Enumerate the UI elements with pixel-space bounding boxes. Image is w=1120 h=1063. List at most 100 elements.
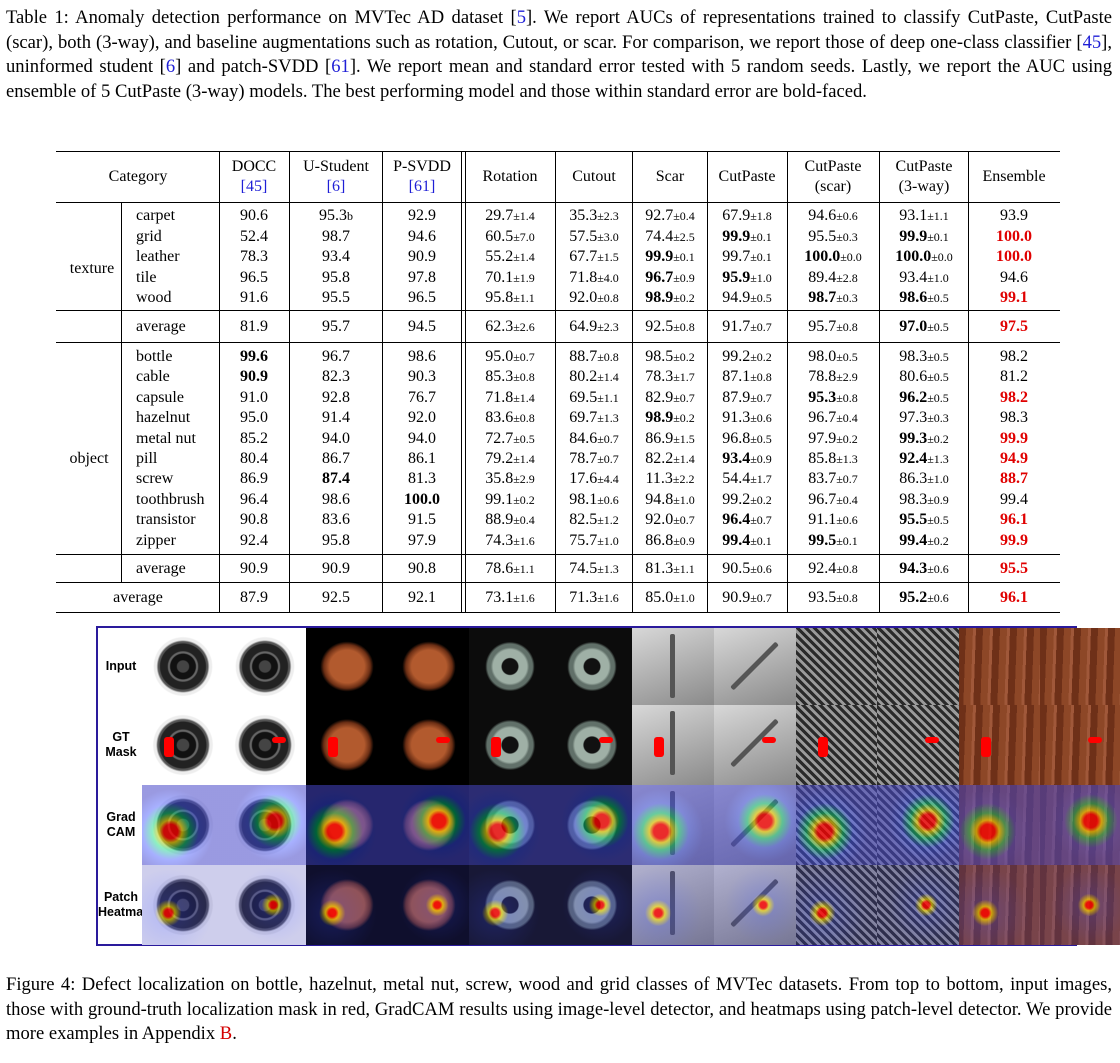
table-cell: 94.3±0.6 — [899, 560, 949, 577]
table-cell: 98.3±0.5 — [899, 348, 949, 365]
table-cell: 98.9±0.2 — [645, 409, 695, 426]
table-cell: 99.3±0.2 — [899, 430, 949, 447]
gradcam-overlay — [550, 785, 633, 865]
table-cell: 98.2 — [1000, 348, 1028, 365]
table-cell: 99.1 — [1000, 289, 1028, 306]
table-cell: 69.7±1.3 — [569, 409, 619, 426]
figure-tile-bottle — [142, 705, 224, 785]
table-cell: 90.5±0.6 — [722, 560, 772, 577]
gt-mask — [980, 737, 991, 757]
table-cell: 90.8 — [240, 511, 268, 528]
table-cell: 86.9 — [240, 470, 268, 487]
table-cell: 85.8±1.3 — [808, 450, 858, 467]
table-cell: 97.3±0.3 — [899, 409, 949, 426]
row-category: average — [113, 589, 163, 606]
appendix-link[interactable]: B — [219, 1023, 233, 1044]
gradcam-overlay — [714, 785, 796, 865]
table-cell: 98.6±0.5 — [899, 289, 949, 306]
table-cell: 86.8±0.9 — [645, 532, 695, 549]
citation-link[interactable]: 45 — [1082, 31, 1102, 53]
table-cell: 81.2 — [1000, 368, 1028, 385]
table-cell: 92.4±0.8 — [808, 560, 858, 577]
table-cell: 94.9±0.5 — [722, 289, 772, 306]
table-cell: 99.9 — [1000, 532, 1028, 549]
figure-tile-bottle — [142, 628, 224, 705]
table-cell: 71.3±1.6 — [569, 589, 619, 606]
table-cell: 99.9 — [1000, 430, 1028, 447]
table-cell: 67.7±1.5 — [569, 248, 619, 265]
figure-tile-grid — [795, 865, 878, 945]
citation-link[interactable]: 6 — [165, 56, 176, 77]
table-cell: 67.9±1.8 — [722, 207, 772, 224]
table-cell: 100.0 — [996, 248, 1032, 265]
table-cell: 99.5±0.1 — [808, 532, 858, 549]
table-cell: 95.3b — [319, 207, 353, 224]
row-category: leather — [136, 248, 180, 265]
table-cell: 91.7±0.7 — [722, 318, 772, 335]
table-cell: 62.3±2.6 — [485, 318, 535, 335]
table-cell: 96.4 — [240, 491, 268, 508]
citation-link[interactable]: 5 — [516, 7, 526, 28]
row-category: zipper — [136, 532, 176, 549]
figure-tile-wood — [958, 628, 1041, 705]
table-cell: 95.0±0.7 — [485, 348, 535, 365]
figure-tile-screw — [632, 705, 715, 785]
figure-tile-hazelnut — [387, 865, 470, 945]
table-cell: 97.5 — [1000, 318, 1028, 335]
table-cell: 99.2±0.2 — [722, 491, 772, 508]
figure-tile-grid — [877, 865, 960, 945]
table-cell: 89.4±2.8 — [808, 269, 858, 286]
table-cell: 29.7±1.4 — [485, 207, 535, 224]
figure-tile-screw — [714, 785, 796, 865]
row-category: tile — [136, 269, 157, 286]
figure-tile-screw — [714, 705, 796, 785]
screw-shape — [670, 711, 676, 775]
table-cell: 96.7±0.4 — [808, 409, 858, 426]
figure-tile-screw — [632, 785, 715, 865]
table-cell: 95.8 — [322, 269, 350, 286]
table-cell: 93.4±1.0 — [899, 269, 949, 286]
table-cell: 98.6 — [408, 348, 436, 365]
table-cell: 96.7±0.4 — [808, 491, 858, 508]
column-header: Ensemble — [982, 168, 1046, 185]
row-category: capsule — [136, 389, 184, 406]
table-cell: 92.1 — [408, 589, 436, 606]
patch-heatmap-overlay — [224, 865, 306, 945]
table-cell: 96.1 — [1000, 511, 1028, 528]
citation-link[interactable]: 61 — [331, 56, 350, 77]
row-category: pill — [136, 450, 158, 467]
table-cell: 94.6 — [1000, 269, 1028, 286]
table-rules — [56, 151, 1060, 613]
figure-tile-wood — [1040, 705, 1120, 785]
table-cell: 75.7±1.0 — [569, 532, 619, 549]
row-category: hazelnut — [136, 409, 191, 426]
gt-mask — [1088, 737, 1103, 743]
table-cell: 82.3 — [322, 368, 350, 385]
table-cell: 35.8±2.9 — [485, 470, 535, 487]
table-cell: 81.3 — [408, 470, 436, 487]
table-cell: 99.4 — [1000, 491, 1028, 508]
patch-heatmap-overlay — [632, 865, 715, 945]
figure-tile-hazelnut — [387, 705, 470, 785]
patch-heatmap-overlay — [550, 865, 633, 945]
table-cell: 98.2 — [1000, 389, 1028, 406]
patch-heatmap-overlay — [714, 865, 796, 945]
table-cell: 86.7 — [322, 450, 350, 467]
table-cell: 92.0±0.8 — [569, 289, 619, 306]
gt-mask — [328, 737, 338, 757]
table-cell: 86.3±1.0 — [899, 470, 949, 487]
gradcam-overlay — [469, 785, 552, 865]
figure-tile-hazelnut — [387, 628, 470, 705]
gt-mask — [272, 737, 286, 743]
localization-figure: Input GT Mask Grad CAM Patch Heatmap — [96, 626, 1120, 946]
caption-text-part: ]. We report AUCs of representations tra… — [6, 7, 1112, 53]
column-header: Rotation — [482, 168, 538, 185]
figure-tile-grid — [795, 628, 878, 705]
table-cell: 99.1±0.2 — [485, 491, 535, 508]
table-cell: 96.7±0.9 — [645, 269, 695, 286]
table-cell: 57.5±3.0 — [569, 228, 619, 245]
figure-caption-label: Figure 4: — [6, 974, 76, 995]
table-cell: 95.9±1.0 — [722, 269, 772, 286]
table-cell: 73.1±1.6 — [485, 589, 535, 606]
gradcam-overlay — [958, 785, 1041, 865]
